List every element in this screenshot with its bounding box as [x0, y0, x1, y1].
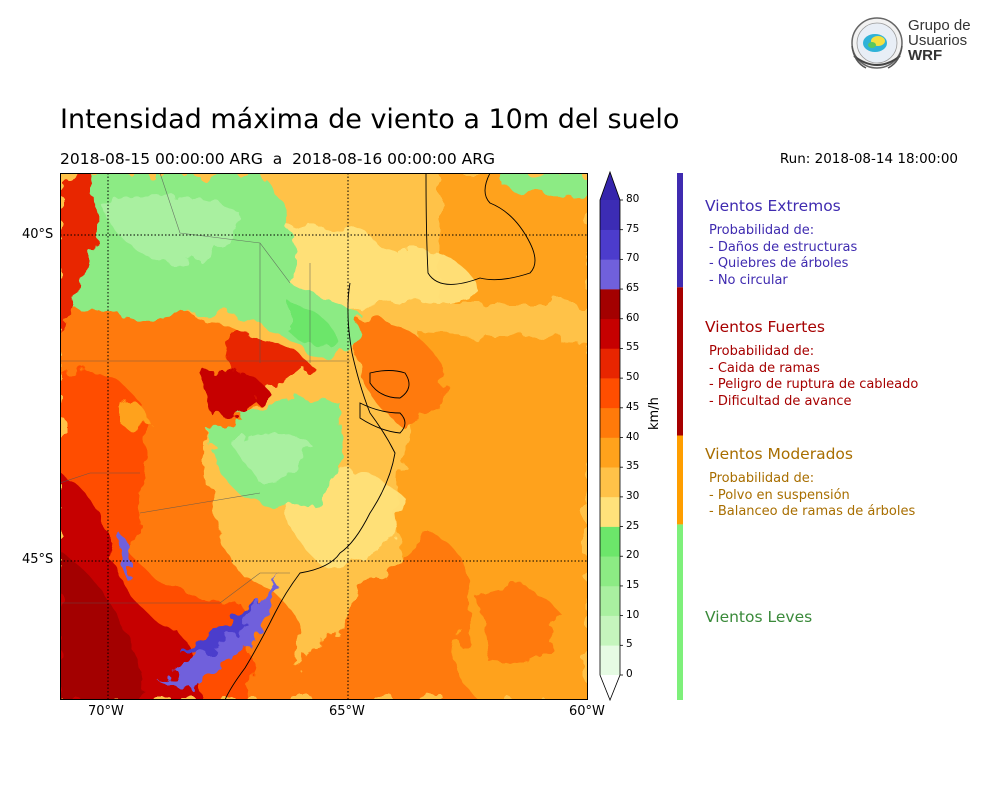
colorbar-segment: [600, 467, 620, 498]
lon-tick-70w: 70°W: [88, 704, 124, 719]
category-strong-description: Probabilidad de: - Caida de ramas - Peli…: [709, 344, 918, 410]
colorbar-tick-label: 55: [626, 341, 640, 354]
category-bar-segment: [677, 287, 683, 436]
colorbar-segment: [600, 615, 620, 646]
lat-tick-40s: 40°S: [22, 227, 54, 242]
colorbar-tick-label: 40: [626, 430, 640, 443]
colorbar-segment: [600, 200, 620, 230]
colorbar-tick-label: 25: [626, 519, 640, 532]
category-extreme-description: Probabilidad de: - Daños de estructuras …: [709, 223, 857, 289]
wind-intensity-map: [60, 173, 588, 700]
lon-tick-65w: 65°W: [329, 704, 365, 719]
colorbar-tick-label: 60: [626, 311, 640, 324]
category-bar-segment: [677, 435, 683, 525]
category-bar-segment: [677, 173, 683, 288]
colorbar-tick-label: 35: [626, 460, 640, 473]
colorbar-tick-label: 10: [626, 608, 640, 621]
offshore-zone: [350, 321, 442, 423]
globe-seal-icon: [851, 17, 903, 69]
logo-line-3: WRF: [908, 47, 943, 64]
category-bar: [677, 173, 683, 700]
colorbar-segment: [600, 378, 620, 409]
extreme-gust-zone: [200, 370, 270, 416]
low-wind-zone: [100, 195, 240, 263]
province-borders: [60, 173, 350, 604]
low-wind-zone: [230, 433, 310, 483]
category-strong-line: Probabilidad de:: [709, 344, 815, 359]
colorbar-tick-label: 20: [626, 549, 640, 562]
colorbar-segment: [600, 259, 620, 290]
category-extreme-line: - Quiebres de árboles: [709, 256, 849, 271]
category-extreme-line: Probabilidad de:: [709, 223, 815, 238]
category-light-title: Vientos Leves: [705, 608, 813, 626]
lon-tick-60w: 60°W: [569, 704, 605, 719]
colorbar-tick-label: 75: [626, 222, 640, 235]
category-moderate-line: - Polvo en suspensión: [709, 487, 850, 503]
colorbar-tick-label: 65: [626, 282, 640, 295]
offshore-zone: [260, 533, 480, 700]
run-timestamp: Run: 2018-08-14 18:00:00: [779, 151, 958, 167]
coastline: [224, 173, 536, 700]
category-strong-line: - Peligro de ruptura de cableado: [709, 377, 919, 392]
colorbar-over-extension: [600, 172, 620, 200]
colorbar-segment: [600, 556, 620, 587]
category-strong-line: - Dificultad de avance: [709, 393, 852, 409]
colorbar-segment: [600, 318, 620, 349]
category-strong-title: Vientos Fuertes: [705, 318, 825, 336]
wind-colorbar: [599, 170, 623, 702]
strong-wind-zone: [60, 173, 94, 333]
logo-line-1: Grupo de: [908, 17, 971, 34]
category-extreme-line: - No circular: [709, 272, 788, 288]
colorbar-segment: [600, 645, 620, 676]
coastal-belt: [400, 251, 480, 303]
category-moderate-line: Probabilidad de:: [709, 471, 815, 486]
map-frame: [60, 173, 588, 700]
forecast-period: 2018-08-15 00:00:00 ARG a 2018-08-16 00:…: [60, 150, 496, 168]
category-moderate-description: Probabilidad de: - Polvo en suspensión -…: [709, 471, 915, 521]
colorbar-unit-label: km/h: [647, 397, 662, 430]
category-moderate-line: - Balanceo de ramas de árboles: [709, 504, 916, 519]
graticule: [60, 173, 588, 700]
colorbar-segment: [600, 496, 620, 527]
colorbar-tick-label: 0: [626, 668, 633, 680]
coastal-belt: [260, 224, 430, 310]
extreme-wind-band: [160, 573, 280, 688]
colorbar-segment: [600, 437, 620, 468]
colorbar-segment: [600, 585, 620, 616]
category-moderate-title: Vientos Moderados: [705, 445, 853, 463]
logo-text: Grupo de Usuarios WRF: [908, 18, 971, 63]
category-bar-segment: [677, 524, 683, 700]
colorbar-tick-label: 80: [626, 193, 640, 205]
wrf-users-logo: Grupo de Usuarios WRF: [848, 16, 978, 74]
colorbar-segment: [600, 526, 620, 557]
colorbar-segment: [600, 229, 620, 260]
colorbar-segment: [600, 407, 620, 438]
colorbar-tick-label: 15: [626, 578, 640, 591]
colorbar-segment: [600, 289, 620, 320]
category-strong-line: - Caida de ramas: [709, 360, 820, 376]
lat-tick-45s: 45°S: [22, 552, 54, 567]
low-wind-zone: [500, 173, 588, 197]
offshore-zone: [480, 586, 560, 665]
category-extreme-title: Vientos Extremos: [705, 197, 841, 215]
logo-line-2: Usuarios: [908, 32, 968, 49]
extreme-gust-zone: [60, 553, 144, 700]
colorbar-tick-label: 30: [626, 489, 640, 502]
colorbar-tick-label: 5: [626, 638, 633, 651]
colorbar-tick-label: 45: [626, 400, 640, 413]
map-title: Intensidad máxima de viento a 10m del su…: [60, 104, 680, 135]
moderate-patch: [120, 400, 150, 431]
colorbar-tick-label: 50: [626, 371, 640, 384]
colorbar-segment: [600, 348, 620, 379]
colorbar-tick-label: 70: [626, 252, 640, 265]
colorbar-under-extension: [600, 675, 620, 700]
extreme-wind-band: [180, 603, 260, 653]
category-extreme-line: - Daños de estructuras: [709, 239, 858, 255]
low-wind-zone: [290, 303, 340, 347]
extreme-wind-band: [120, 533, 132, 583]
